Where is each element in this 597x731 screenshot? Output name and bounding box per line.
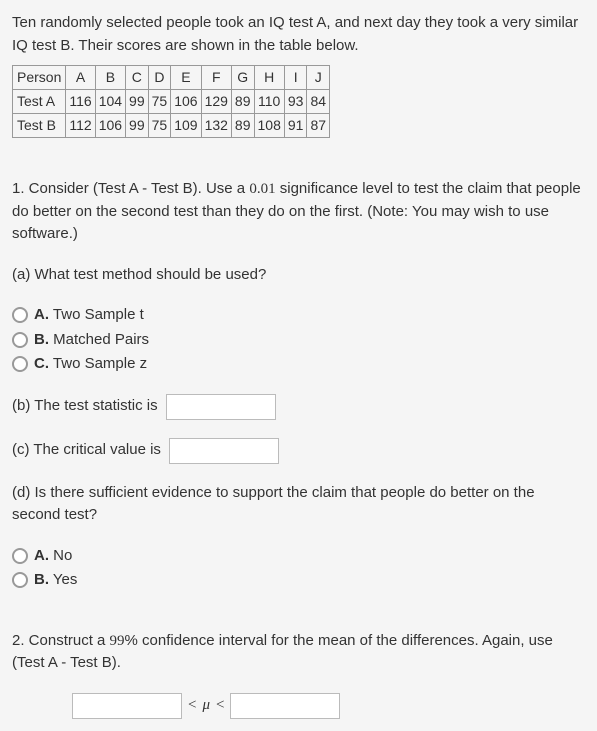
table-row: Test B 112 106 99 75 109 132 89 108 91 8… xyxy=(13,114,330,138)
scores-table: Person A B C D E F G H I J Test A 116 10… xyxy=(12,65,330,138)
option-label: C. Two Sample z xyxy=(34,353,147,376)
q1-prefix: 1. Consider (Test A - Test B). Use a xyxy=(12,180,249,197)
table-cell: 106 xyxy=(95,114,125,138)
q1a-options: A. Two Sample t B. Matched Pairs C. Two … xyxy=(12,304,585,376)
intro-text: Ten randomly selected people took an IQ … xyxy=(12,12,585,57)
table-row: Person A B C D E F G H I J xyxy=(13,66,330,90)
table-cell: 108 xyxy=(254,114,284,138)
table-cell: B xyxy=(95,66,125,90)
table-cell: A xyxy=(66,66,95,90)
table-cell: C xyxy=(126,66,149,90)
option-row[interactable]: A. Two Sample t xyxy=(12,304,585,327)
table-cell: 104 xyxy=(95,90,125,114)
critical-value-input[interactable] xyxy=(169,438,279,464)
table-cell: J xyxy=(307,66,330,90)
table-cell: 112 xyxy=(66,114,95,138)
radio-icon[interactable] xyxy=(12,356,28,372)
table-cell: 110 xyxy=(254,90,284,114)
table-cell: Person xyxy=(13,66,66,90)
q2-conf: 99 xyxy=(110,633,125,649)
option-label: B. Matched Pairs xyxy=(34,329,149,352)
radio-icon[interactable] xyxy=(12,307,28,323)
table-cell: 99 xyxy=(126,90,149,114)
option-label: B. Yes xyxy=(34,569,77,592)
table-cell: E xyxy=(171,66,201,90)
q1d-options: A. No B. Yes xyxy=(12,545,585,592)
table-cell: 93 xyxy=(284,90,307,114)
table-cell: 87 xyxy=(307,114,330,138)
lt-symbol: < xyxy=(188,694,196,717)
table-cell: 109 xyxy=(171,114,201,138)
table-cell: 106 xyxy=(171,90,201,114)
table-cell: D xyxy=(148,66,171,90)
table-cell: 129 xyxy=(201,90,231,114)
q1d-text: (d) Is there sufficient evidence to supp… xyxy=(12,482,585,527)
option-row[interactable]: B. Yes xyxy=(12,569,585,592)
table-cell: F xyxy=(201,66,231,90)
table-cell: 75 xyxy=(148,114,171,138)
table-row: Test A 116 104 99 75 106 129 89 110 93 8… xyxy=(13,90,330,114)
table-cell: 132 xyxy=(201,114,231,138)
radio-icon[interactable] xyxy=(12,572,28,588)
ci-upper-input[interactable] xyxy=(230,693,340,719)
table-cell: 75 xyxy=(148,90,171,114)
table-cell: Test A xyxy=(13,90,66,114)
option-row[interactable]: B. Matched Pairs xyxy=(12,329,585,352)
option-row[interactable]: C. Two Sample z xyxy=(12,353,585,376)
table-cell: 84 xyxy=(307,90,330,114)
test-statistic-input[interactable] xyxy=(166,394,276,420)
q1b-row: (b) The test statistic is xyxy=(12,394,585,420)
q1c-text: (c) The critical value is xyxy=(12,439,161,462)
table-cell: H xyxy=(254,66,284,90)
table-cell: 116 xyxy=(66,90,95,114)
option-label: A. No xyxy=(34,545,72,568)
lt-symbol: < xyxy=(216,694,224,717)
question-2-text: 2. Construct a 99% confidence interval f… xyxy=(12,630,585,675)
q1-alpha: 0.01 xyxy=(249,181,275,197)
table-cell: I xyxy=(284,66,307,90)
table-cell: 91 xyxy=(284,114,307,138)
radio-icon[interactable] xyxy=(12,332,28,348)
q1a-text: (a) What test method should be used? xyxy=(12,264,585,287)
option-label: A. Two Sample t xyxy=(34,304,144,327)
table-cell: 99 xyxy=(126,114,149,138)
ci-lower-input[interactable] xyxy=(72,693,182,719)
table-cell: 89 xyxy=(231,114,254,138)
q1b-text: (b) The test statistic is xyxy=(12,395,158,418)
q2-prefix: 2. Construct a xyxy=(12,632,110,649)
table-cell: Test B xyxy=(13,114,66,138)
option-row[interactable]: A. No xyxy=(12,545,585,568)
table-cell: G xyxy=(231,66,254,90)
table-cell: 89 xyxy=(231,90,254,114)
mu-symbol: μ xyxy=(202,694,210,717)
question-1-text: 1. Consider (Test A - Test B). Use a 0.0… xyxy=(12,178,585,246)
radio-icon[interactable] xyxy=(12,548,28,564)
ci-row: < μ < xyxy=(12,693,585,719)
q1c-row: (c) The critical value is xyxy=(12,438,585,464)
